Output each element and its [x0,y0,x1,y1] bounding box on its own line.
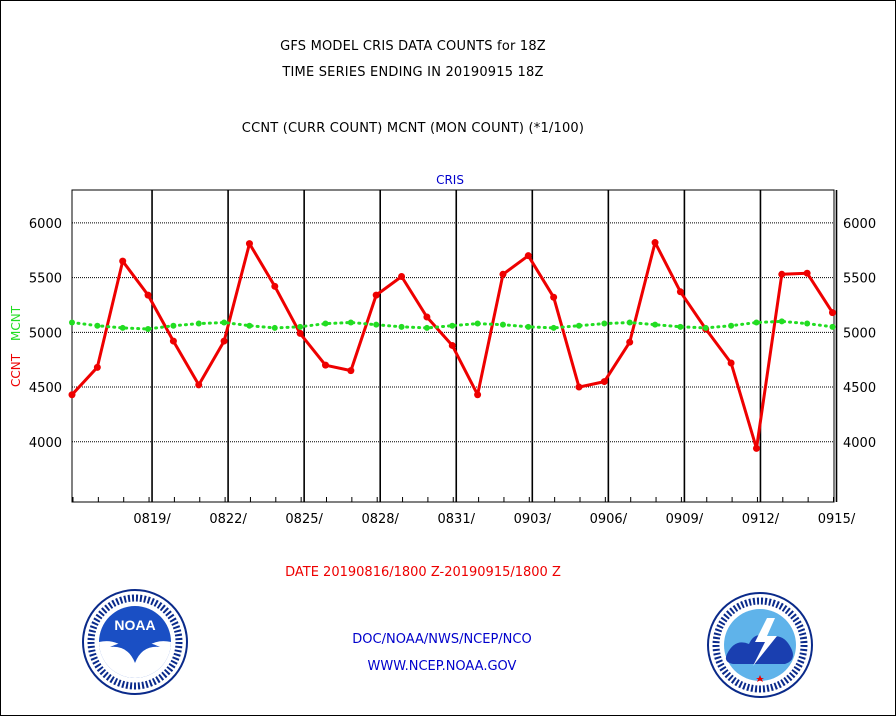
data-point-ccnt [372,291,380,299]
data-point-mcnt [626,319,633,326]
data-point-ccnt [398,272,406,280]
x-tick-label: 0825/ [285,512,323,527]
data-point-ccnt [119,257,127,265]
data-point-ccnt [524,252,532,260]
x-tick-label: 0903/ [514,512,552,527]
x-tick-label: 0819/ [133,512,171,527]
data-point-ccnt [829,309,836,317]
data-point-mcnt [449,322,456,329]
data-point-ccnt [347,367,355,375]
data-point-ccnt [778,270,786,278]
data-point-ccnt [322,361,329,369]
data-point-ccnt [448,341,456,349]
data-point-mcnt [474,320,481,327]
data-point-ccnt [600,378,608,386]
data-point-mcnt [271,324,278,331]
data-point-ccnt [296,329,304,337]
data-point-ccnt [195,381,203,389]
y-tick-label-left: 5000 [29,326,62,341]
data-point-mcnt [195,320,202,327]
data-point-mcnt [601,320,608,327]
footer-url[interactable]: WWW.NCEP.NOAA.GOV [367,659,517,674]
data-point-mcnt [753,319,760,326]
y-tick-label-left: 4500 [29,381,62,396]
data-point-mcnt [652,321,659,328]
data-point-mcnt [221,319,228,326]
data-point-ccnt [68,391,76,399]
data-point-mcnt [576,322,582,329]
data-point-ccnt [550,293,558,301]
data-point-ccnt [271,282,279,290]
y-tick-label-right: 5000 [843,326,876,341]
data-point-ccnt [752,444,760,452]
y-tick-label-right: 6000 [843,217,876,232]
data-point-ccnt [423,313,431,321]
data-point-mcnt [398,323,405,330]
data-point-mcnt [702,324,709,331]
data-point-mcnt [804,320,811,327]
y-tick-label-left: 5500 [29,272,62,287]
data-point-mcnt [373,321,380,328]
data-point-ccnt [727,359,735,367]
chart-title-line1: GFS MODEL CRIS DATA COUNTS for 18Z [280,39,546,54]
noaa-logo-icon: NOAA [82,589,188,695]
date-range: DATE 20190816/1800 Z-20190915/1800 Z [285,565,561,580]
data-point-mcnt [69,319,75,326]
nws-logo-icon [707,592,813,698]
data-point-ccnt [144,291,152,299]
data-point-mcnt [677,323,684,330]
data-point-mcnt [297,323,304,330]
y-tick-label-right: 4500 [843,381,876,396]
data-point-ccnt [803,269,811,277]
data-point-mcnt [423,324,430,331]
x-tick-label: 0822/ [209,512,247,527]
data-point-mcnt [499,321,506,328]
chart-subtitle: CCNT (CURR COUNT) MCNT (MON COUNT) (*1/1… [241,121,585,136]
data-point-ccnt [651,239,659,247]
data-point-mcnt [829,323,836,330]
data-point-mcnt [728,322,735,329]
series-panel-title: CRIS [436,173,464,187]
noaa-logo-text: NOAA [114,617,155,633]
y-tick-label-left: 6000 [29,217,62,232]
y-tick-label-right: 4000 [843,436,876,451]
chart-title-line2: TIME SERIES ENDING IN 20190915 18Z [282,65,544,80]
data-point-mcnt [778,318,785,325]
data-point-mcnt [170,322,177,329]
data-point-ccnt [245,240,253,248]
data-point-ccnt [676,288,684,296]
data-point-mcnt [550,324,557,331]
y-tick-label-left: 4000 [29,436,62,451]
data-point-ccnt [169,337,177,345]
data-point-ccnt [499,270,507,278]
data-point-mcnt [322,320,329,327]
data-point-mcnt [145,326,152,333]
data-point-mcnt [525,323,532,330]
x-tick-label: 0912/ [742,512,780,527]
x-tick-label: 0906/ [590,512,628,527]
y-tick-label-right: 5500 [843,272,876,287]
data-point-ccnt [474,391,482,399]
data-point-mcnt [246,322,253,329]
data-point-mcnt [94,322,101,329]
data-point-ccnt [626,338,634,346]
data-point-mcnt [119,324,126,331]
data-point-mcnt [347,319,354,326]
x-tick-label: 0828/ [361,512,399,527]
chart-svg: 4000 4000 4500 4500 5000 5000 5500 5500 6000 6000… [9,173,876,527]
data-point-ccnt [575,383,583,391]
data-point-ccnt [220,337,228,345]
footer-agency: DOC/NOAA/NWS/NCEP/NCO [352,632,532,647]
x-tick-label: 0909/ [666,512,704,527]
y-axis-label-mcnt: MCNT [9,305,23,341]
y-axis-label-ccnt: CCNT [9,353,23,387]
data-point-ccnt [93,363,101,371]
x-tick-label: 0915/ [818,512,856,527]
x-tick-label: 0831/ [438,512,476,527]
